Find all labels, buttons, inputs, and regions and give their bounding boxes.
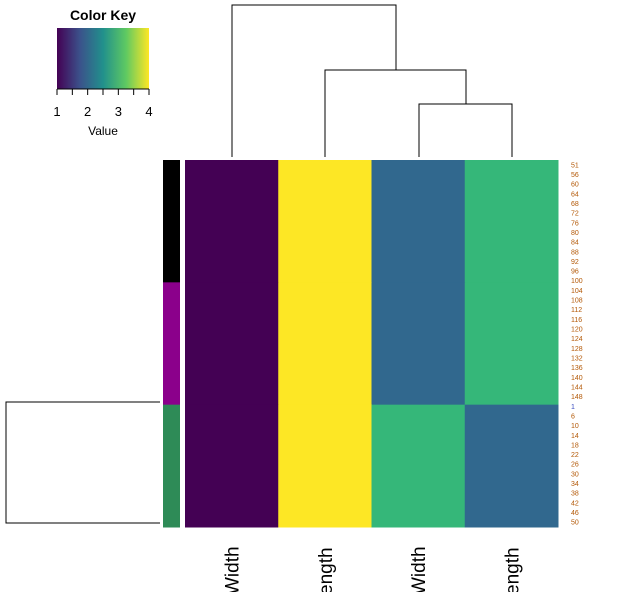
heatmap-cell (371, 404, 466, 528)
heatmap-cell (278, 160, 372, 283)
row-side-color-1 (163, 282, 180, 406)
row-label: 46 (571, 510, 579, 517)
row-label: 144 (571, 384, 583, 391)
row-label: 56 (571, 172, 579, 179)
row-label: 68 (571, 201, 579, 208)
row-dendrogram (5, 401, 160, 524)
row-label: 38 (571, 491, 579, 498)
column-dendrogram (231, 4, 513, 157)
row-label: 108 (571, 298, 583, 305)
row-side-color-2 (163, 404, 180, 528)
row-label: 6 (571, 413, 575, 420)
color-key-xlabel: Value (88, 124, 118, 138)
row-label: 22 (571, 452, 579, 459)
row-label: 30 (571, 471, 579, 478)
color-key-tick-label: 4 (145, 104, 152, 119)
row-label: 10 (571, 423, 579, 430)
color-key-title: Color Key (70, 7, 136, 23)
row-side-colors (163, 160, 180, 528)
row-label: 26 (571, 462, 579, 469)
row-label: 72 (571, 211, 579, 218)
heatmap-cell (185, 404, 279, 528)
row-label: 148 (571, 394, 583, 401)
row-label: 88 (571, 249, 579, 256)
row-label: 104 (571, 288, 583, 295)
row-label: 116 (571, 317, 582, 324)
row-label: 136 (571, 365, 583, 372)
column-label: ength (316, 547, 337, 592)
color-key-gradient (57, 28, 149, 89)
row-label: 14 (571, 433, 579, 440)
column-label: Width (223, 546, 244, 592)
column-label: Width (409, 546, 430, 592)
row-label: 80 (571, 230, 579, 237)
row-labels: 51 56 60 64 68 72 76 80 84 88 92 96 100 104 108 112 116 1… (571, 162, 583, 526)
row-label: 34 (571, 481, 579, 488)
color-key-tick-label: 2 (84, 104, 91, 119)
row-label: 18 (571, 442, 579, 449)
heatmap-cell (185, 160, 279, 283)
heatmap-cell (464, 404, 559, 528)
row-label: 42 (571, 500, 579, 507)
row-label: 76 (571, 220, 579, 227)
column-labels: Width ength Width ength (223, 546, 524, 592)
row-label: 1 (571, 404, 575, 411)
row-label: 120 (571, 327, 583, 334)
row-label: 64 (571, 191, 579, 198)
heatmap-cell (464, 282, 559, 406)
row-label: 50 (571, 520, 579, 527)
heatmap-cell (371, 282, 466, 406)
row-label: 60 (571, 182, 579, 189)
heatmap-cell (371, 160, 466, 283)
row-label: 140 (571, 375, 583, 382)
heatmap-cell (464, 160, 559, 283)
heatmap-cell (278, 404, 372, 528)
heatmap-cell (185, 282, 279, 406)
row-label: 84 (571, 240, 579, 247)
color-key: Color Key 1 2 3 4 Value (53, 7, 152, 138)
row-label: 51 (571, 162, 579, 169)
row-label: 128 (571, 346, 583, 353)
color-key-tick-label: 1 (53, 104, 60, 119)
column-label: ength (502, 547, 523, 592)
row-label: 124 (571, 336, 583, 343)
row-label: 132 (571, 355, 583, 362)
row-side-color-0 (163, 160, 180, 283)
row-label: 96 (571, 269, 579, 276)
row-label: 100 (571, 278, 583, 285)
row-label: 112 (571, 307, 582, 314)
heatmap-cell (278, 282, 372, 406)
row-label: 92 (571, 259, 579, 266)
color-key-tick-label: 3 (115, 104, 122, 119)
heatmap-cells (185, 160, 559, 528)
